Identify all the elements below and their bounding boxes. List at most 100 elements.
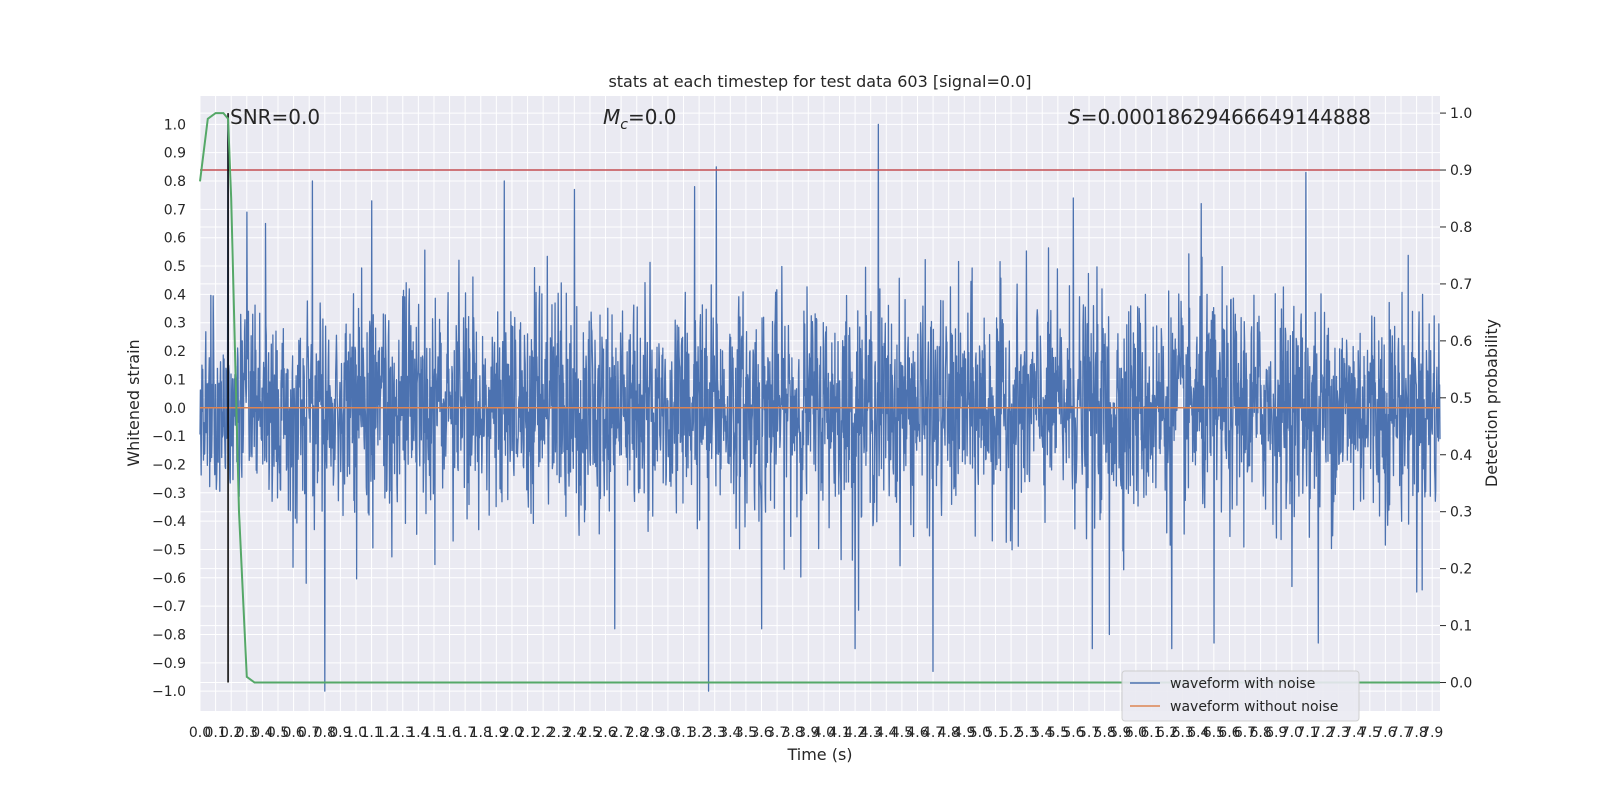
x-tick-label: 6.4 xyxy=(1187,725,1209,741)
x-tick-label: 3.1 xyxy=(672,725,694,741)
y-tick-label: 0.7 xyxy=(164,202,186,218)
x-tick-label: 5.4 xyxy=(1031,725,1053,741)
x-tick-label: 0.8 xyxy=(314,725,336,741)
x-tick-label: 1.3 xyxy=(392,725,414,741)
x-tick-label: 7.6 xyxy=(1374,725,1396,741)
legend-box xyxy=(1121,670,1360,722)
y-tick-label: −1.0 xyxy=(152,684,186,700)
snr-annotation: SNR=0.0 xyxy=(230,105,320,129)
score-symbol: S xyxy=(1068,105,1081,129)
y-axis-label: Whitened strain xyxy=(124,339,143,466)
x-tick-label: 0.1 xyxy=(204,725,226,741)
x-tick-label: 2.2 xyxy=(532,725,554,741)
x-tick-label: 7.4 xyxy=(1343,725,1365,741)
x-tick-label: 6.9 xyxy=(1265,725,1287,741)
x-tick-label: 2.6 xyxy=(594,725,616,741)
x-tick-label: 0.5 xyxy=(267,725,289,741)
ticks-layer: 0.00.10.20.30.40.50.60.70.80.91.01.11.21… xyxy=(152,106,1472,741)
legend-label-clean: waveform without noise xyxy=(1170,699,1338,715)
x-tick-label: 6.1 xyxy=(1140,725,1162,741)
score-annotation: S=0.00018629466649144888 xyxy=(1068,105,1371,129)
y-tick-label: 0.6 xyxy=(164,231,186,247)
x-tick-label: 4.5 xyxy=(891,725,913,741)
x-tick-label: 2.9 xyxy=(641,725,663,741)
y-tick-label: 1.0 xyxy=(164,117,186,133)
chirp-mass-annotation: Mc=0.0 xyxy=(603,105,677,133)
x-tick-label: 1.4 xyxy=(407,725,429,741)
lines-layer xyxy=(199,112,1440,684)
x-tick-label: 7.0 xyxy=(1281,725,1303,741)
x-tick-label: 4.2 xyxy=(844,725,866,741)
y-tick-label: −0.6 xyxy=(152,571,186,587)
x-tick-label: 7.5 xyxy=(1359,725,1381,741)
x-tick-label: 1.9 xyxy=(485,725,507,741)
x-tick-label: 3.9 xyxy=(797,725,819,741)
y-tick-label: 0.2 xyxy=(164,344,186,360)
x-tick-label: 1.6 xyxy=(438,725,460,741)
y-tick-label: 0.9 xyxy=(164,146,186,162)
y2-tick-label: 0.2 xyxy=(1450,562,1472,578)
y-tick-label: −0.8 xyxy=(152,627,186,643)
x-tick-label: 3.7 xyxy=(766,725,788,741)
x-tick-label: 6.0 xyxy=(1125,725,1147,741)
chirp-mass-value: =0.0 xyxy=(628,105,677,129)
x-tick-label: 2.1 xyxy=(516,725,538,741)
y-tick-label: −0.4 xyxy=(152,514,186,530)
x-tick-label: 0.9 xyxy=(329,725,351,741)
y-tick-label: 0.1 xyxy=(164,372,186,388)
x-tick-label: 4.8 xyxy=(938,725,960,741)
detection-probability-line xyxy=(199,112,1440,684)
x-tick-label: 3.5 xyxy=(735,725,757,741)
chirp-mass-symbol: M xyxy=(603,105,620,129)
x-tick-label: 0.6 xyxy=(282,725,304,741)
x-tick-label: 7.8 xyxy=(1405,725,1427,741)
x-tick-label: 6.6 xyxy=(1218,725,1240,741)
y-tick-label: 0.3 xyxy=(164,316,186,332)
x-tick-label: 0.0 xyxy=(189,725,211,741)
y2-tick-label: 0.5 xyxy=(1450,391,1472,407)
x-tick-label: 0.4 xyxy=(251,725,273,741)
x-tick-label: 7.2 xyxy=(1312,725,1334,741)
x-tick-label: 5.0 xyxy=(969,725,991,741)
x-tick-label: 4.6 xyxy=(906,725,928,741)
x-tick-label: 6.3 xyxy=(1172,725,1194,741)
x-tick-label: 4.1 xyxy=(828,725,850,741)
noise-waveform-line xyxy=(199,123,1441,692)
x-tick-label: 6.2 xyxy=(1156,725,1178,741)
y-tick-label: 0.5 xyxy=(164,259,186,275)
x-tick-label: 3.6 xyxy=(750,725,772,741)
x-tick-label: 5.2 xyxy=(1000,725,1022,741)
x-tick-label: 4.3 xyxy=(860,725,882,741)
x-tick-label: 2.3 xyxy=(548,725,570,741)
x-tick-label: 0.7 xyxy=(298,725,320,741)
x-tick-label: 1.2 xyxy=(376,725,398,741)
y-tick-label: 0.8 xyxy=(164,174,186,190)
x-tick-label: 4.9 xyxy=(953,725,975,741)
chirp-mass-subscript: c xyxy=(620,117,628,133)
y2-tick-label: 0.8 xyxy=(1450,220,1472,236)
x-tick-label: 0.3 xyxy=(236,725,258,741)
score-value: =0.00018629466649144888 xyxy=(1081,105,1371,129)
legend-label-noise: waveform with noise xyxy=(1170,676,1315,692)
y2-tick-label: 0.3 xyxy=(1450,505,1472,521)
y2-tick-label: 1.0 xyxy=(1450,106,1472,122)
x-tick-label: 5.6 xyxy=(1062,725,1084,741)
x-tick-label: 7.7 xyxy=(1390,725,1412,741)
x-tick-label: 2.8 xyxy=(626,725,648,741)
x-tick-label: 1.1 xyxy=(360,725,382,741)
y-tick-label: −0.3 xyxy=(152,486,186,502)
x-tick-label: 3.4 xyxy=(719,725,741,741)
noise-waveform-series xyxy=(199,123,1441,692)
x-tick-label: 5.9 xyxy=(1109,725,1131,741)
y2-tick-label: 0.1 xyxy=(1450,619,1472,635)
x-tick-label: 6.7 xyxy=(1234,725,1256,741)
y-tick-label: −0.1 xyxy=(152,429,186,445)
y-tick-label: 0.4 xyxy=(164,287,186,303)
x-axis-label: Time (s) xyxy=(786,745,852,764)
x-tick-label: 1.5 xyxy=(423,725,445,741)
x-tick-label: 5.8 xyxy=(1094,725,1116,741)
x-tick-label: 1.8 xyxy=(470,725,492,741)
y-tick-label: −0.5 xyxy=(152,542,186,558)
x-tick-label: 7.3 xyxy=(1327,725,1349,741)
